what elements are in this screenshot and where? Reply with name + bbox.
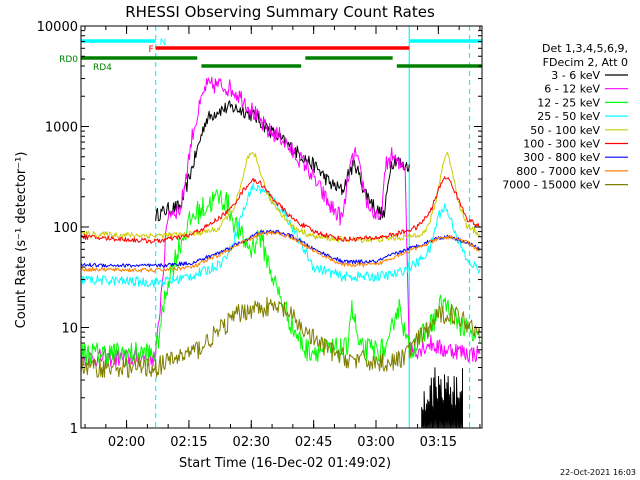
plot-area: [81, 26, 482, 428]
legend-label: 12 - 25 keV: [537, 96, 600, 109]
chart-title: RHESSI Observing Summary Count Rates: [125, 3, 435, 21]
legend-label: 3 - 6 keV: [551, 69, 600, 82]
y-tick-label: 100: [53, 221, 78, 236]
y-axis-label: Count Rate (s⁻¹ detector⁻¹): [14, 152, 29, 329]
x-tick-label: 02:45: [295, 435, 332, 450]
legend-header-line: Det 1,3,4,5,6,9,: [542, 42, 628, 55]
series-7000-15000kev-line: [81, 296, 481, 378]
x-tick-label: 02:00: [108, 435, 145, 450]
flag-label-n: N: [160, 38, 167, 48]
x-tick-label: 02:15: [170, 435, 207, 450]
series-300-800kev-line: [81, 229, 481, 268]
series-group: [81, 76, 481, 428]
legend-label: 6 - 12 keV: [544, 83, 600, 96]
legend-label: 100 - 300 keV: [523, 138, 600, 151]
y-tick-label: 10000: [37, 20, 78, 35]
footer-date: 22-Oct-2021 16:03: [560, 468, 636, 477]
series-800-7000kev-line: [81, 231, 481, 273]
flag-labels: NF RD0 RD4: [59, 38, 166, 73]
series-50-100kev-line: [81, 151, 481, 243]
x-axis: 02:00 02:15 02:30 02:45 03:00 03:15: [84, 26, 481, 450]
x-tick-label: 02:30: [233, 435, 270, 450]
legend-label: 7000 - 15000 keV: [502, 179, 600, 192]
series-3-6kev-line: [155, 100, 410, 222]
x-axis-label: Start Time (16-Dec-02 01:49:02): [179, 456, 391, 471]
y-tick-label: 1000: [45, 121, 78, 136]
flag-label-f: F: [148, 45, 153, 55]
legend-label: 800 - 7000 keV: [516, 165, 600, 178]
legend-header: Det 1,3,4,5,6,9,FDecim 2, Att 0: [542, 42, 628, 69]
series-100-300kev-line: [81, 176, 481, 244]
flag-bars: [81, 39, 482, 68]
series-detector-spikes-line: [421, 367, 463, 428]
y-tick-label: 1: [70, 422, 78, 437]
flag-label-rd4: RD4: [93, 63, 112, 73]
legend-label: 300 - 800 keV: [523, 151, 600, 164]
series-12-25kev-line: [81, 189, 481, 366]
y-axis: 1 10 100 1000 10000: [37, 20, 482, 437]
legend-header-line: FDecim 2, Att 0: [543, 56, 628, 69]
flag-label-rd0: RD0: [59, 55, 78, 65]
series-25-50kev-line: [81, 182, 481, 288]
legend-label: 25 - 50 keV: [537, 110, 600, 123]
x-tick-label: 03:00: [357, 435, 394, 450]
x-tick-label: 03:15: [420, 435, 457, 450]
y-tick-label: 10: [61, 322, 78, 337]
legend-label: 50 - 100 keV: [530, 124, 600, 137]
